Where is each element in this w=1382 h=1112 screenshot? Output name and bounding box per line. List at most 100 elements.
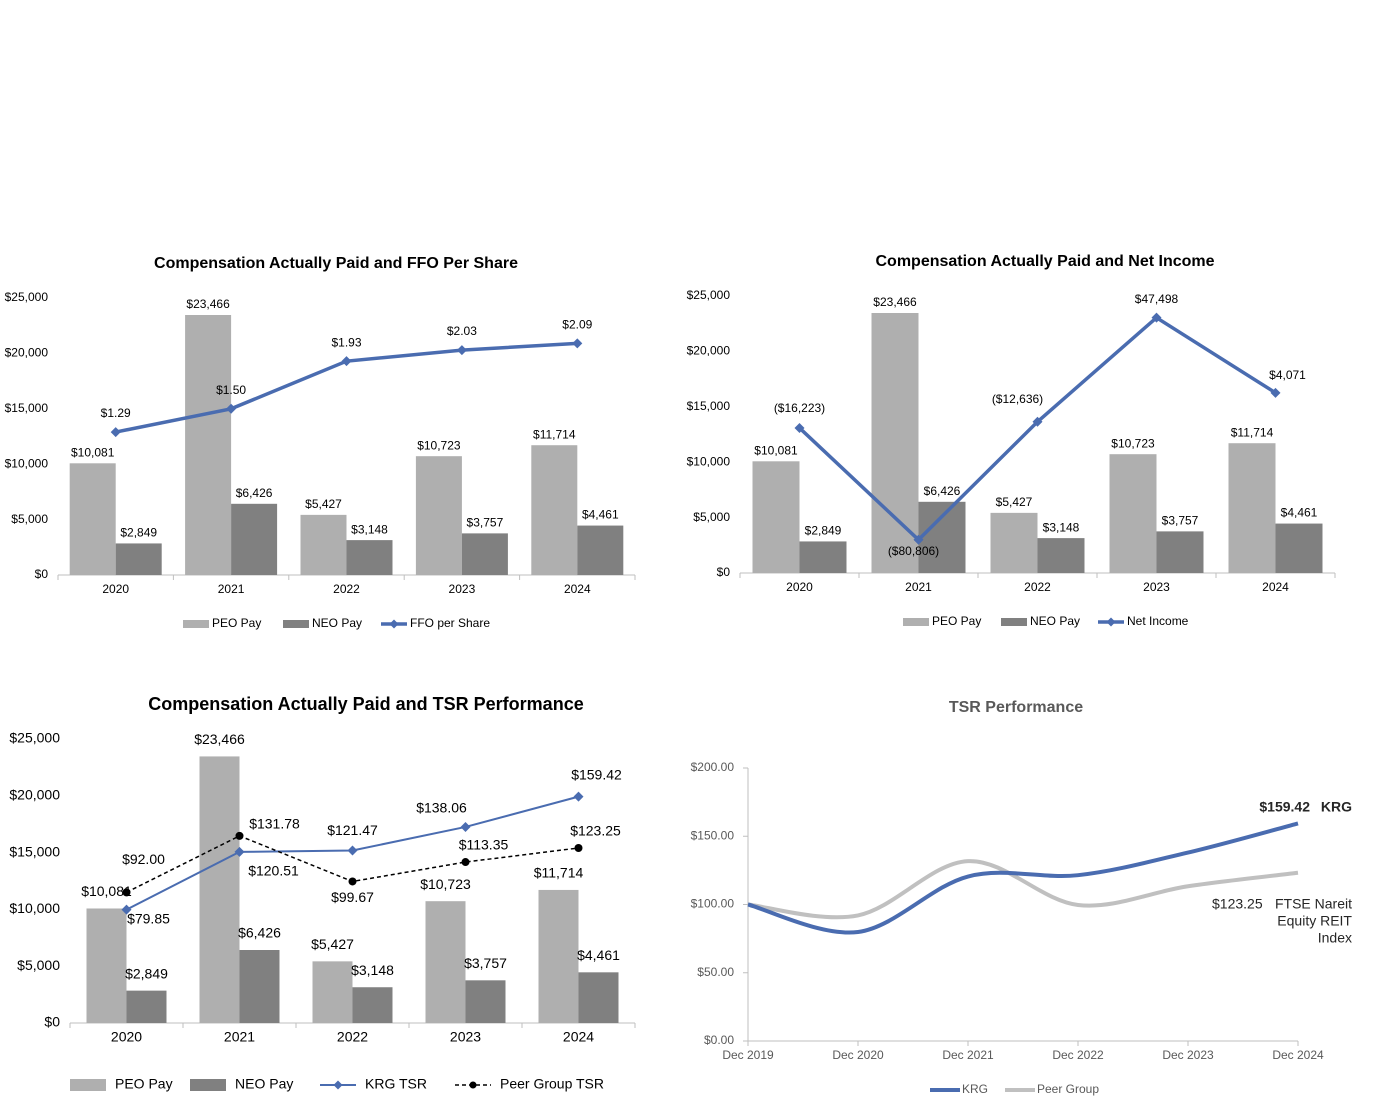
line-value-label: $1.93 [331,335,361,349]
bar [465,980,506,1023]
y-tick-label: $5,000 [17,957,60,973]
point-marker [1106,617,1116,627]
x-tick-label: Dec 2022 [1052,1048,1104,1062]
bar [69,463,116,575]
bar-value-label: $3,148 [351,962,394,978]
bar-value-label: $4,461 [577,947,620,963]
bar-value-label: $10,723 [417,438,461,452]
bar [918,501,966,573]
bar-value-label: $10,081 [754,443,798,457]
x-tick-label: Dec 2024 [1272,1048,1324,1062]
y-tick-label: $5,000 [11,512,48,526]
bar-value-label: $23,466 [873,295,917,309]
bar [1156,531,1204,573]
y-tick-label: $150.00 [691,828,735,842]
legend-label: Net Income [1127,614,1189,628]
bar [538,889,579,1023]
line-value-label: $123.25 [570,823,621,839]
bar [990,512,1038,573]
legend-swatch [903,618,929,626]
y-tick-label: $100.00 [691,897,735,911]
x-tick-label: Dec 2020 [832,1048,884,1062]
y-tick-label: $20,000 [9,787,60,803]
legend-label: Peer Group [1037,1082,1099,1096]
bar-value-label: $10,081 [81,883,132,899]
point-marker [794,422,805,433]
y-tick-label: $50.00 [697,965,734,979]
x-tick-label: Dec 2021 [942,1048,994,1062]
line-value-label: ($80,806) [888,544,939,558]
legend-label: PEO Pay [212,616,261,630]
x-tick-label: 2023 [1143,580,1170,594]
x-tick-label: 2021 [905,580,932,594]
bar-value-label: $11,714 [534,865,584,881]
bar-value-label: $10,723 [1111,436,1155,450]
point-marker [121,904,132,915]
bar-value-label: $23,466 [186,297,230,311]
line-value-label: $121.47 [327,822,378,838]
bar [126,990,167,1023]
x-tick-label: Dec 2023 [1162,1048,1214,1062]
x-tick-label: 2023 [450,1029,481,1045]
point-marker [572,338,583,349]
bar [1275,523,1323,573]
bar [346,540,393,575]
bar-value-label: $10,081 [71,445,115,459]
point-marker [341,356,352,367]
annotation: Equity REIT [1277,913,1352,929]
line-value-label: $1.50 [216,383,246,397]
bar [185,314,232,575]
annotation: Index [1318,930,1352,946]
legend-label: NEO Pay [1030,614,1080,628]
legend-label: KRG [962,1082,988,1096]
line-value-label: ($12,636) [992,392,1043,406]
legend-swatch [1001,618,1027,626]
y-tick-label: $15,000 [9,843,60,859]
y-tick-label: $15,000 [5,401,49,415]
bar-value-label: $6,426 [238,925,281,941]
point-marker [333,1080,343,1090]
chart-title: Compensation Actually Paid and FFO Per S… [154,255,518,272]
line-value-label: $2.09 [562,318,592,332]
annotation: KRG [1321,799,1352,815]
x-tick-label: 2020 [111,1029,142,1045]
line-value-label: $159.42 [571,766,622,782]
y-tick-label: $20,000 [5,346,49,360]
point-marker [234,846,245,857]
bar-value-label: $11,714 [1231,425,1274,439]
bar-value-label: $11,714 [533,427,576,441]
value-label: $159.42 [1259,799,1310,815]
x-tick-label: 2024 [1262,580,1289,594]
bar [239,950,280,1023]
point-marker [469,1081,477,1089]
bar [1228,443,1276,573]
point-marker [110,427,121,438]
bar-value-label: $5,427 [305,497,342,511]
line-value-label: $138.06 [416,800,467,816]
bar-value-label: $23,466 [194,731,245,747]
bar [799,541,847,573]
y-tick-label: $25,000 [687,288,731,302]
point-marker [573,791,584,802]
legend-swatch [70,1079,106,1091]
line [747,821,1299,935]
bar [578,972,619,1023]
value-label: $123.25 [1212,896,1263,912]
bar-value-label: $6,426 [236,486,273,500]
bar-value-label: $6,426 [924,484,961,498]
x-tick-label: 2023 [449,582,476,596]
point-marker [574,843,583,852]
x-tick-label: 2020 [102,582,129,596]
bar [871,312,919,573]
x-tick-label: 2022 [337,1029,368,1045]
line-value-label: $1.29 [101,406,131,420]
line-value-label: $2.03 [447,324,477,338]
bar [312,961,353,1023]
bar-value-label: $2,849 [805,524,842,538]
legend-label: Peer Group TSR [500,1076,604,1092]
bar [1037,538,1085,573]
line-value-label: $131.78 [249,816,300,832]
bar [231,503,278,575]
line-value-label: $4,071 [1269,368,1306,382]
